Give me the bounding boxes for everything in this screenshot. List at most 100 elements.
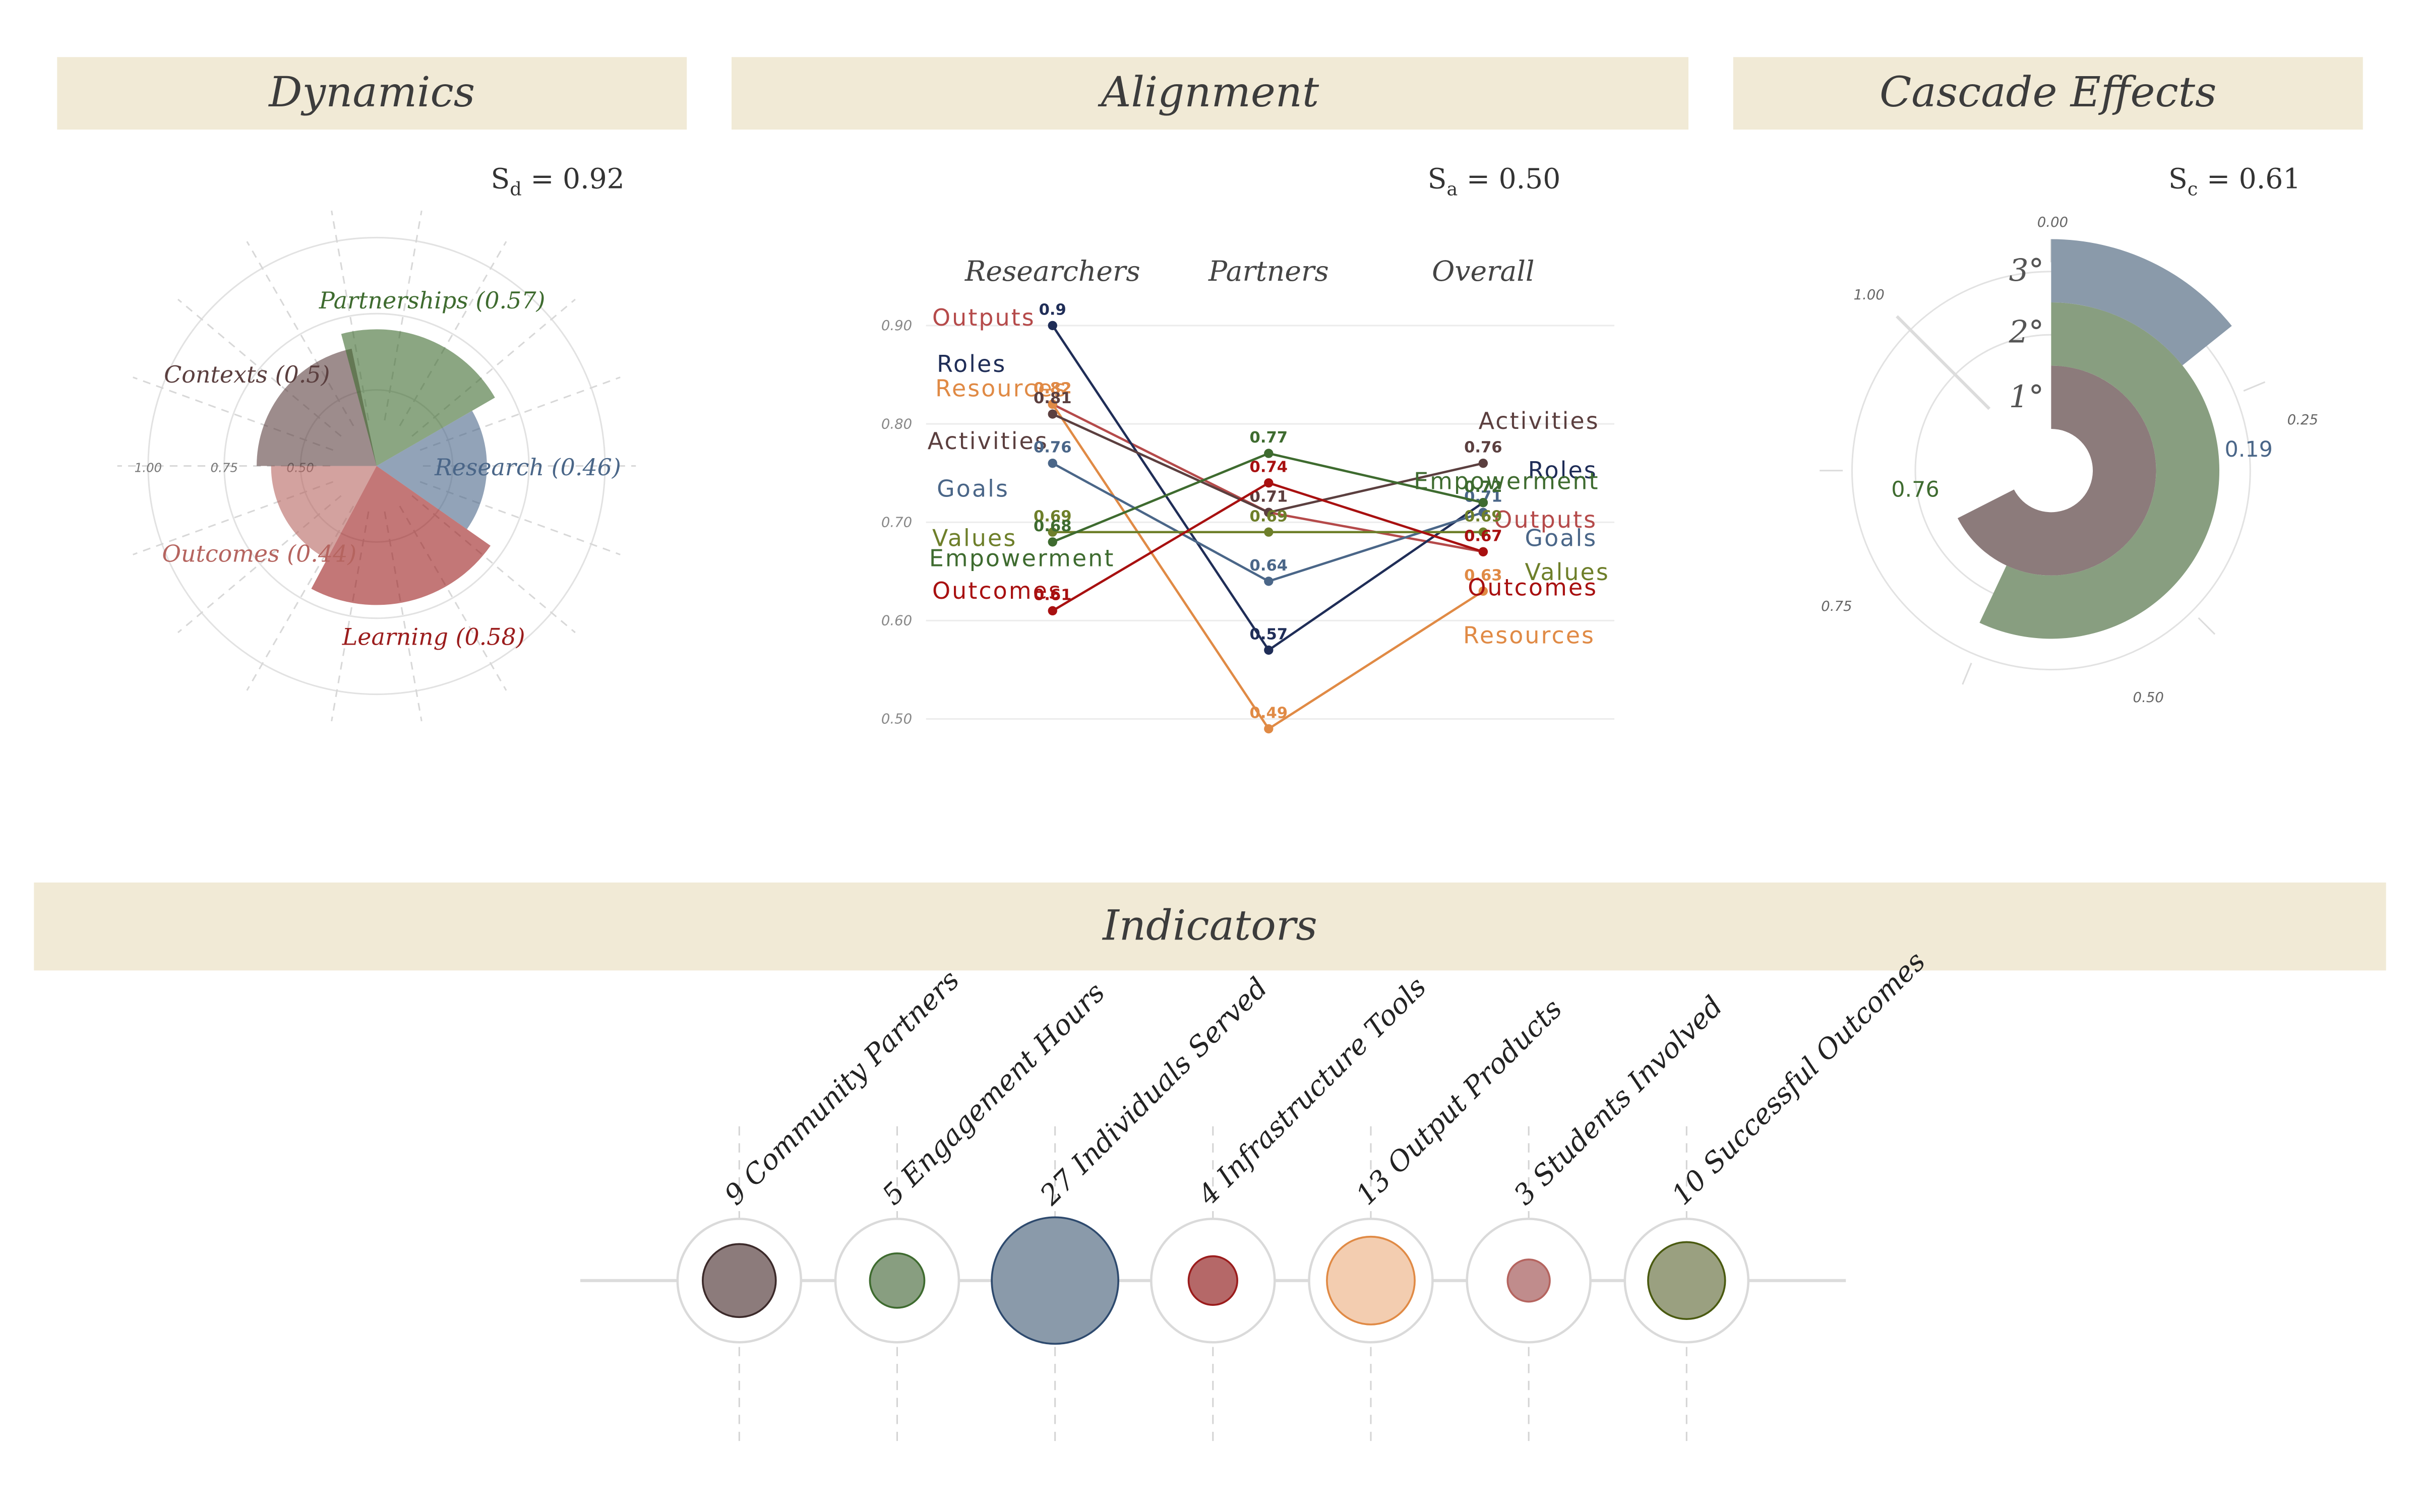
polar-bar-research <box>376 411 487 530</box>
bubble <box>869 1252 926 1309</box>
point-roles <box>1048 321 1057 331</box>
polar-label-research: Research (0.46) <box>434 454 621 481</box>
dynamics-header: Dynamics <box>57 57 687 130</box>
value-label-roles: 0.72 <box>1464 478 1502 496</box>
y-tick-label: 0.90 <box>881 318 912 334</box>
ring-label: 3° <box>2009 253 2044 288</box>
angular-tick <box>1896 315 1991 410</box>
polar-bar-partnerships <box>341 329 495 466</box>
value-label-values: 0.69 <box>1464 508 1502 525</box>
y-tick-label: 0.70 <box>881 514 912 530</box>
value-label-outcomes: 0.67 <box>1464 527 1502 545</box>
series-label-right-goals: Goals <box>1525 525 1597 552</box>
value-label-activities: 0.81 <box>1034 390 1072 407</box>
point-values <box>1264 527 1274 537</box>
indicators-header: Indicators <box>34 883 2386 971</box>
series-label-left-goals: Goals <box>937 475 1009 502</box>
polar-bar-contexts <box>257 348 377 466</box>
polar-label-outcomes: Outcomes (0.44) <box>162 540 356 567</box>
series-label-left-outcomes: Outcomes <box>932 577 1062 604</box>
point-outcomes <box>1048 606 1057 616</box>
angular-tick-label: 1.00 <box>1853 287 1884 303</box>
bubble <box>991 1216 1119 1345</box>
ring-label: 1° <box>2009 379 2044 415</box>
series-label-right-roles: Roles <box>1528 457 1598 484</box>
value-label-3: 0.19 <box>2225 437 2273 462</box>
series-label-right-outcomes: Outcomes <box>1468 574 1598 601</box>
value-label-roles: 0.9 <box>1039 301 1066 319</box>
value-label-resources: 0.63 <box>1464 566 1502 584</box>
angular-tick <box>2243 381 2266 392</box>
value-label-values: 0.69 <box>1034 508 1072 525</box>
value-label-resources: 0.82 <box>1034 380 1072 398</box>
alignment-chart: 0.50 0.60 0.70 0.80 0.90 Researchers Partners O… <box>881 255 1615 734</box>
point-resources <box>1264 724 1274 734</box>
cascade-chart: 0.00 0.25 0.50 0.75 1.00 1° 2° 3° 0.76 0.19 <box>1820 214 2318 706</box>
polar-label-learning: Learning (0.58) <box>342 623 525 651</box>
dynamics-score: Sd = 0.92 <box>491 163 625 200</box>
series-label-left-roles: Roles <box>937 350 1006 377</box>
alignment-header: Alignment <box>732 57 1688 130</box>
point-roles <box>1264 645 1274 655</box>
polar-bar-learning <box>311 466 491 605</box>
cascade-score: Sc = 0.61 <box>2168 163 2301 200</box>
angular-tick <box>2198 617 2216 635</box>
series-label-right-values: Values <box>1525 558 1609 586</box>
value-label-empowerment: 0.72 <box>1464 478 1502 496</box>
point-empowerment <box>1048 537 1057 547</box>
bubble <box>1647 1241 1726 1320</box>
value-label-resources: 0.49 <box>1250 705 1288 722</box>
polar-bar-outcomes <box>271 466 377 559</box>
point-activities <box>1264 508 1274 517</box>
series-label-right-outputs: Outputs <box>1494 506 1597 533</box>
radial-tick-label: 0.75 <box>211 461 238 475</box>
value-label-goals: 0.76 <box>1034 439 1072 457</box>
radial-bar-2 <box>1979 302 2220 639</box>
point-empowerment <box>1478 498 1488 508</box>
bubble-label: 10 Successful Outcomes <box>1665 945 1931 1211</box>
value-label-values: 0.69 <box>1250 508 1288 525</box>
x-category-label: Researchers <box>964 255 1140 287</box>
point-outcomes <box>1264 478 1274 488</box>
series-label-right-activities: Activities <box>1479 407 1600 434</box>
point-values <box>1478 527 1488 537</box>
series-label-right-empowerment: Empowerment <box>1414 467 1600 494</box>
series-label-left-resources: Resources <box>935 375 1067 402</box>
value-label-goals: 0.64 <box>1250 557 1288 575</box>
angular-tick-label: 0.00 <box>2037 214 2068 230</box>
value-label-empowerment: 0.77 <box>1250 429 1288 447</box>
bubble <box>1326 1235 1416 1326</box>
x-category-label: Overall <box>1432 255 1534 287</box>
value-label-empowerment: 0.68 <box>1034 518 1072 535</box>
angular-tick-label: 0.75 <box>1821 598 1852 614</box>
polar-label-partnerships: Partnerships (0.57) <box>319 287 546 314</box>
y-tick-label: 0.50 <box>881 711 912 727</box>
value-label-roles: 0.57 <box>1250 625 1288 643</box>
value-label-2: 0.76 <box>1891 477 1939 502</box>
point-resources <box>1478 586 1488 596</box>
point-outcomes <box>1478 547 1488 556</box>
value-label-outcomes: 0.61 <box>1034 586 1072 604</box>
point-resources <box>1048 399 1057 409</box>
dynamics-chart: 1.000.750.50Contexts (0.5)Partnerships (… <box>117 210 636 722</box>
series-label-left-outputs: Outputs <box>932 304 1036 331</box>
bubble <box>1506 1258 1551 1303</box>
alignment-score: Sa = 0.50 <box>1427 163 1561 200</box>
point-empowerment <box>1264 449 1274 458</box>
radial-bar-3 <box>2051 239 2232 366</box>
series-label-left-empowerment: Empowerment <box>929 544 1115 572</box>
cascade-header: Cascade Effects <box>1733 57 2363 130</box>
value-label-outcomes: 0.74 <box>1250 459 1288 476</box>
grid-ring <box>223 312 530 619</box>
y-tick-label: 0.60 <box>881 613 912 629</box>
value-label-outputs: 0.82 <box>1034 380 1072 398</box>
point-activities <box>1048 409 1057 419</box>
ring-label: 2° <box>2009 314 2044 350</box>
polar-label-contexts: Contexts (0.5) <box>164 361 330 388</box>
x-category-label: Partners <box>1208 255 1329 287</box>
angular-tick <box>1962 662 1972 685</box>
series-label-left-values: Values <box>932 525 1017 552</box>
point-goals <box>1048 458 1057 468</box>
